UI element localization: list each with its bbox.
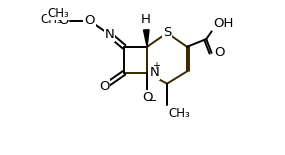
Text: CH₃: CH₃ <box>40 13 62 26</box>
Text: O: O <box>214 46 224 59</box>
Text: CH₃: CH₃ <box>48 7 70 20</box>
Polygon shape <box>144 30 149 47</box>
Text: N: N <box>149 66 159 79</box>
Text: −: − <box>148 95 157 106</box>
Text: O: O <box>99 80 109 93</box>
Text: S: S <box>163 27 171 40</box>
Text: OH: OH <box>213 17 233 30</box>
Text: O: O <box>84 14 95 27</box>
Text: O: O <box>142 91 152 104</box>
Text: H: H <box>141 13 150 26</box>
Text: O: O <box>58 14 69 27</box>
Text: CH₃: CH₃ <box>169 107 190 120</box>
Text: N: N <box>105 28 114 41</box>
Text: +: + <box>152 61 160 71</box>
